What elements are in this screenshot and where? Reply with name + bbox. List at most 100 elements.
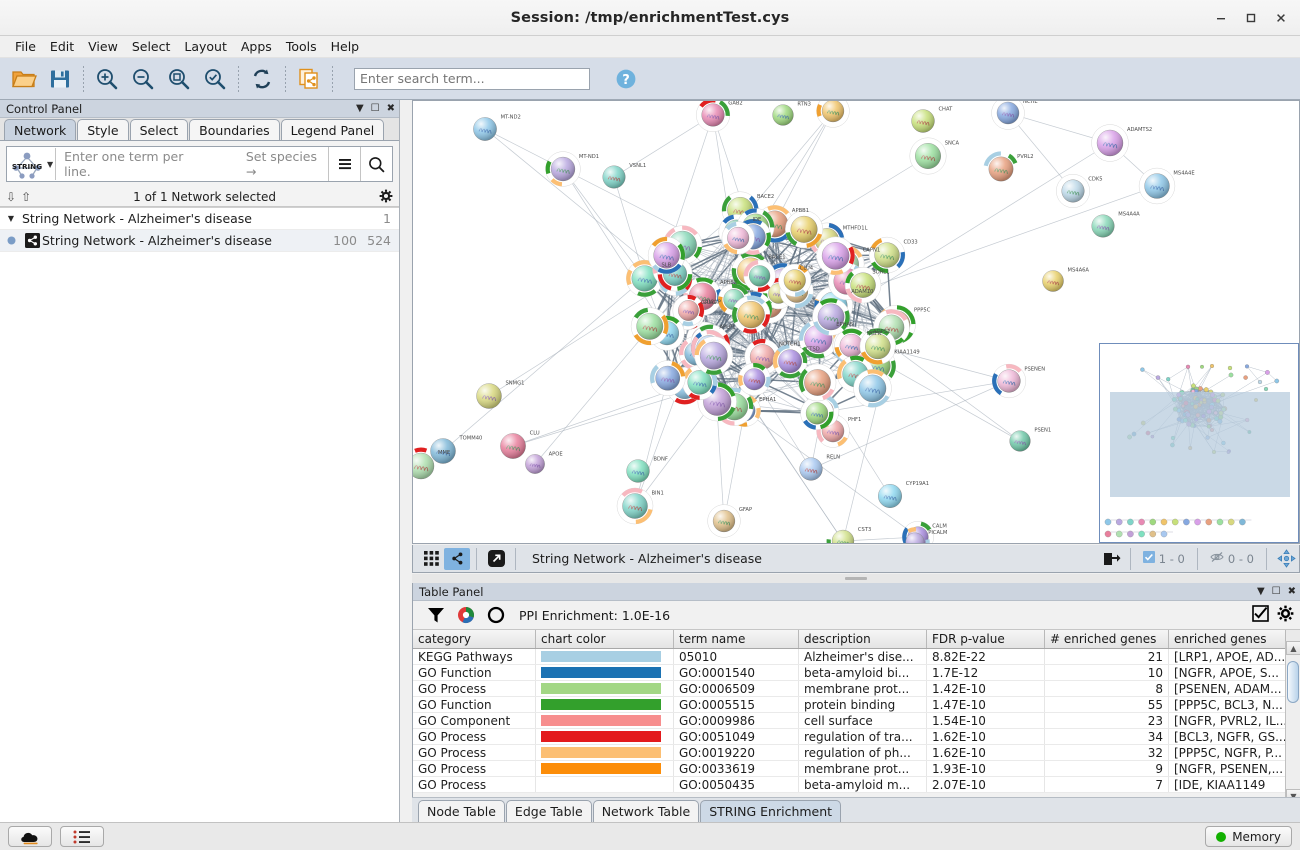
detach-view-icon[interactable] (483, 548, 509, 570)
export-image-icon[interactable] (1098, 548, 1124, 570)
network-node[interactable] (1091, 124, 1129, 162)
network-node[interactable] (672, 294, 705, 327)
network-node[interactable] (772, 104, 794, 126)
tab-style[interactable]: Style (77, 119, 129, 140)
string-search-icon[interactable] (360, 147, 392, 181)
network-node[interactable] (626, 459, 650, 483)
tab-network-table[interactable]: Network Table (592, 800, 700, 822)
close-icon[interactable] (1266, 4, 1296, 32)
network-node[interactable] (911, 109, 935, 133)
gear-icon[interactable] (1277, 605, 1294, 625)
menu-apps[interactable]: Apps (240, 39, 272, 54)
string-logo-icon[interactable]: STRING (7, 147, 47, 181)
network-node[interactable] (1138, 167, 1176, 205)
scrollbar-thumb[interactable] (1287, 661, 1299, 703)
zoom-selected-icon[interactable] (197, 61, 233, 97)
menu-help[interactable]: Help (330, 39, 360, 54)
network-node[interactable] (525, 454, 545, 474)
enrichment-table[interactable]: category chart color term name descripti… (413, 630, 1300, 793)
scroll-up-arrow-icon[interactable]: ▲ (1286, 641, 1300, 655)
memory-button[interactable]: Memory (1205, 826, 1292, 847)
string-query-input[interactable]: Enter one term per line. Set species → (56, 149, 328, 179)
refresh-icon[interactable] (244, 61, 280, 97)
network-node[interactable] (991, 363, 1027, 399)
collapse-all-icon[interactable]: ⇩ (6, 190, 16, 204)
expand-arrow-icon[interactable]: ▼ (7, 214, 15, 223)
network-node[interactable] (476, 383, 502, 409)
float-panel-icon[interactable]: ☐ (370, 103, 380, 114)
network-node[interactable] (991, 101, 1025, 130)
select-all-checkbox-icon[interactable] (1252, 605, 1269, 625)
network-node[interactable] (798, 363, 837, 402)
table-row[interactable]: KEGG Pathways 05010 Alzheimer's dise... 8.8… (413, 649, 1300, 665)
tab-legend-panel[interactable]: Legend Panel (280, 119, 385, 140)
panel-splitter[interactable] (412, 574, 1300, 583)
filter-icon[interactable] (421, 602, 451, 628)
grid-view-icon[interactable] (418, 548, 444, 570)
maximize-icon[interactable] (1236, 4, 1266, 32)
tab-edge-table[interactable]: Edge Table (505, 800, 592, 822)
open-folder-icon[interactable] (6, 61, 42, 97)
col-header-description[interactable]: description (799, 630, 927, 648)
col-header-enriched-genes[interactable]: enriched genes (1169, 630, 1286, 648)
network-view-icon[interactable] (444, 547, 470, 570)
fit-center-icon[interactable] (1273, 548, 1299, 570)
table-row[interactable]: GO Process GO:0006509 membrane prot... 1.42… (413, 681, 1300, 697)
network-node[interactable] (681, 364, 718, 401)
table-row[interactable]: GO Process GO:0019220 regulation of ph... 1… (413, 745, 1300, 761)
network-node[interactable] (1055, 173, 1091, 209)
share-network-icon[interactable] (291, 61, 327, 97)
network-node[interactable] (430, 438, 456, 464)
minimize-icon[interactable] (1206, 4, 1236, 32)
table-vertical-scrollbar[interactable]: ▲ ▼ (1285, 641, 1300, 803)
expand-all-icon[interactable]: ⇧ (21, 190, 31, 204)
tree-row-root[interactable]: ▼ String Network - Alzheimer's disease 1 (0, 208, 399, 230)
table-row[interactable]: GO Process GO:0050435 beta-amyloid m... 2.0… (413, 777, 1300, 793)
donut-icon[interactable] (481, 602, 511, 628)
birds-eye-navigator[interactable] (1099, 343, 1299, 543)
network-node[interactable] (616, 487, 654, 525)
network-node[interactable] (800, 396, 834, 430)
network-node[interactable] (743, 259, 776, 293)
network-node[interactable] (868, 236, 906, 274)
network-node[interactable] (878, 484, 902, 508)
network-node[interactable] (785, 210, 824, 249)
network-node[interactable] (826, 529, 855, 543)
save-icon[interactable] (42, 61, 78, 97)
network-canvas[interactable]: MT-ND2 MT-ND1 VSNL1 GAB2 RTN3 ABCA7 CHAT NCHE AD… (412, 100, 1300, 544)
network-node[interactable] (602, 165, 626, 189)
chart-color-icon[interactable] (451, 602, 481, 628)
network-node[interactable] (649, 360, 686, 397)
network-node[interactable] (853, 369, 892, 408)
network-node[interactable] (812, 298, 850, 336)
network-node[interactable] (1091, 214, 1115, 238)
network-node[interactable] (545, 151, 581, 187)
network-node[interactable] (694, 336, 734, 376)
string-options-icon[interactable] (328, 147, 360, 181)
network-node[interactable] (737, 362, 771, 396)
network-node[interactable] (630, 307, 669, 346)
network-node[interactable] (816, 101, 850, 128)
network-node[interactable] (799, 457, 823, 481)
col-header-chart-color[interactable]: chart color (536, 630, 674, 648)
table-row[interactable]: GO Process GO:0033619 membrane prot... 1.93… (413, 761, 1300, 777)
float-panel-icon[interactable]: ☐ (1271, 586, 1281, 597)
tab-boundaries[interactable]: Boundaries (189, 119, 280, 140)
network-node[interactable] (500, 433, 526, 459)
menu-layout[interactable]: Layout (184, 39, 227, 54)
help-icon[interactable]: ? (608, 61, 644, 97)
table-row[interactable]: GO Function GO:0005515 protein binding 1.47… (413, 697, 1300, 713)
network-graph[interactable]: MT-ND2 MT-ND1 VSNL1 GAB2 RTN3 ABCA7 CHAT NCHE AD… (413, 101, 1299, 543)
gear-icon[interactable] (379, 189, 393, 206)
set-species-link[interactable]: Set species → (245, 149, 317, 179)
tab-select[interactable]: Select (129, 119, 189, 140)
menu-tools[interactable]: Tools (285, 39, 317, 54)
close-panel-icon[interactable]: ✖ (1287, 586, 1296, 597)
network-node[interactable] (707, 504, 741, 538)
network-node[interactable] (983, 151, 1018, 182)
table-body[interactable]: KEGG Pathways 05010 Alzheimer's dise... 8.8… (413, 649, 1300, 793)
chevron-down-icon[interactable]: ▼ (1256, 586, 1265, 597)
chevron-down-icon[interactable]: ▼ (355, 103, 364, 114)
network-node[interactable] (721, 221, 755, 255)
network-node[interactable] (859, 328, 897, 365)
